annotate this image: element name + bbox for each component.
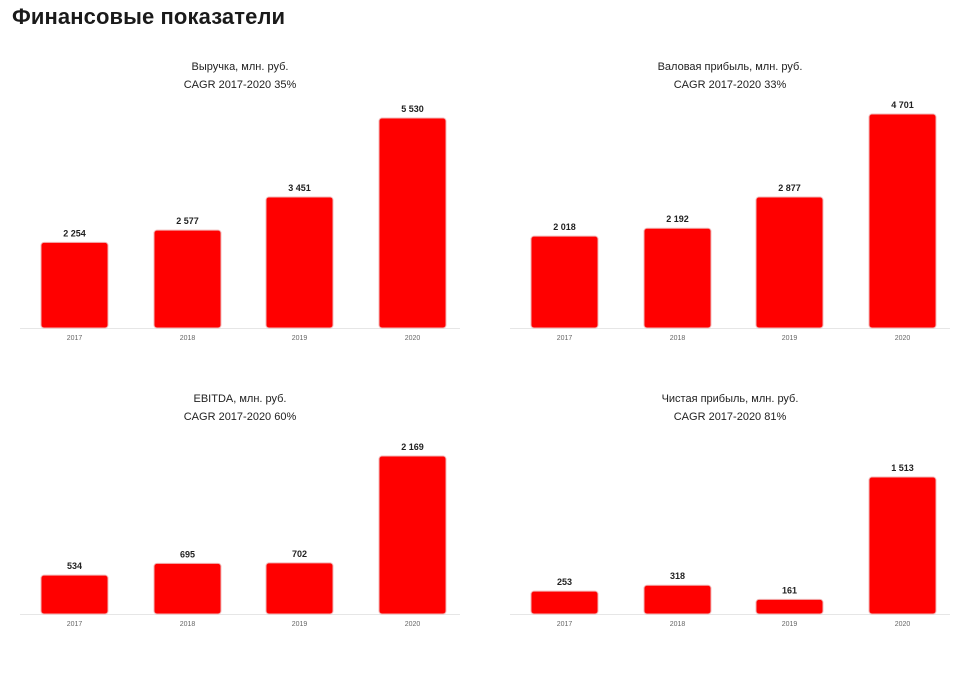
gross-profit-bar-chart: 2 018 2017 2 192 2018 2 877 2019 4 701 2020 [510,100,950,342]
chart-title: Выручка, млн. руб. [191,61,289,73]
bar-2018 [643,227,712,329]
chart-panel-gross-profit: Валовая прибыль, млн. руб. CAGR 2017-202… [510,57,950,347]
data-label-2018: 318 [670,571,685,581]
data-label-2019: 161 [782,585,797,595]
chart-title: EBITDA, млн. руб. [193,393,287,405]
x-tick-label: 2018 [180,621,196,628]
data-label-2020: 1 513 [891,463,914,473]
data-label-2018: 2 192 [666,214,689,224]
x-tick-label: 2019 [782,621,798,628]
chart-subtitle: CAGR 2017-2020 33% [673,79,787,91]
bar-2018 [153,562,222,615]
data-label-2017: 2 254 [63,228,86,238]
bar-2017 [40,241,109,329]
chart-subtitle: CAGR 2017-2020 35% [183,79,297,91]
x-tick-label: 2020 [405,335,421,342]
chart-panel-net-profit: Чистая прибыль, млн. руб. CAGR 2017-2020… [510,389,950,679]
x-tick-label: 2018 [670,621,686,628]
x-tick-label: 2020 [405,621,421,628]
x-tick-label: 2019 [292,621,308,628]
bar-2018 [643,584,712,615]
ebitda-bar-chart: 534 2017 695 2018 702 2019 2 169 2020 [20,442,460,628]
data-label-2020: 2 169 [401,442,424,452]
x-tick-label: 2020 [895,621,911,628]
data-label-2018: 2 577 [176,216,199,226]
bar-2017 [530,590,599,615]
bar-2020 [868,113,937,329]
chart-panel-revenue: Выручка, млн. руб. CAGR 2017-2020 35% 2 … [20,57,460,347]
revenue-bar-chart: 2 254 2017 2 577 2018 3 451 2019 5 530 2020 [20,104,460,342]
bar-2020 [868,476,937,615]
bar-2020 [378,117,447,329]
data-label-2020: 4 701 [891,100,914,110]
x-tick-label: 2019 [782,335,798,342]
bar-2019 [265,196,334,329]
net-profit-bar-chart: 253 2017 318 2018 161 2019 1 513 2020 [510,463,950,628]
x-tick-label: 2019 [292,335,308,342]
bar-2019 [755,598,824,615]
data-label-2019: 2 877 [778,183,801,193]
chart-panel-ebitda: EBITDA, млн. руб. CAGR 2017-2020 60% 534… [20,389,460,679]
page-title: Финансовые показатели [12,4,286,29]
x-tick-label: 2017 [557,335,573,342]
x-tick-label: 2017 [67,335,83,342]
data-label-2019: 3 451 [288,183,311,193]
x-tick-label: 2017 [557,621,573,628]
x-tick-label: 2017 [67,621,83,628]
data-label-2017: 534 [67,561,82,571]
bar-2018 [153,229,222,329]
bar-2019 [265,562,334,615]
data-label-2018: 695 [180,549,195,559]
chart-title: Валовая прибыль, млн. руб. [657,61,803,73]
data-label-2019: 702 [292,549,307,559]
data-label-2017: 2 018 [553,222,576,232]
bar-2019 [755,196,824,329]
chart-subtitle: CAGR 2017-2020 60% [183,411,297,423]
data-label-2020: 5 530 [401,104,424,114]
data-label-2017: 253 [557,577,572,587]
bar-2020 [378,455,447,615]
x-tick-label: 2018 [180,335,196,342]
bar-2017 [40,574,109,615]
bar-2017 [530,235,599,329]
x-tick-label: 2018 [670,335,686,342]
x-tick-label: 2020 [895,335,911,342]
chart-subtitle: CAGR 2017-2020 81% [673,411,787,423]
chart-title: Чистая прибыль, млн. руб. [661,393,799,405]
